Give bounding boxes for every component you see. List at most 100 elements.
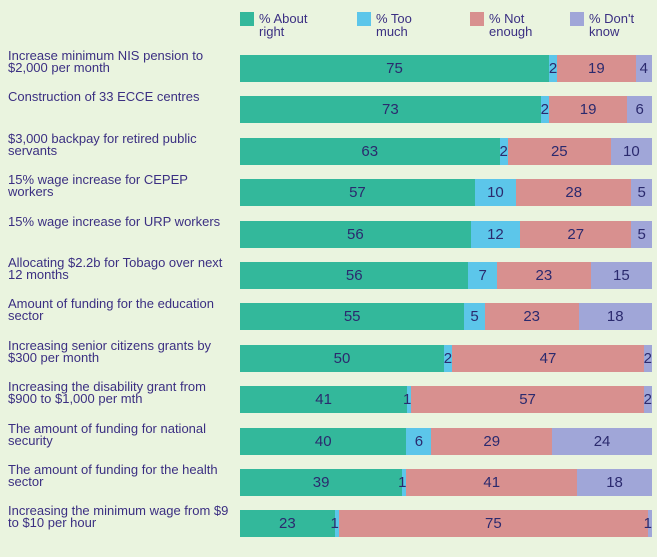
bar-segment — [407, 386, 412, 414]
value-label: 12 — [487, 225, 504, 243]
category-label: Increasing the disability grant from $90… — [8, 379, 206, 407]
legend-label: % Too much — [376, 11, 412, 39]
bar-segment — [452, 344, 644, 372]
value-label: 57 — [349, 184, 366, 202]
bar-segment — [635, 55, 652, 82]
bar-segment — [402, 469, 407, 496]
value-label: 6 — [414, 432, 424, 450]
legend-label: % Don't know — [589, 11, 635, 39]
value-label: 24 — [593, 432, 611, 450]
bar-segment — [468, 262, 497, 289]
bar-segment — [578, 303, 652, 331]
bar-segment — [406, 427, 432, 455]
value-label: 10 — [487, 184, 504, 202]
value-label: 55 — [343, 308, 361, 326]
value-label: 19 — [579, 101, 597, 119]
bar-segment — [540, 96, 549, 124]
value-label: 28 — [565, 184, 583, 202]
bar-segment — [240, 96, 541, 124]
value-label: 57 — [519, 391, 536, 409]
value-label: 23 — [279, 515, 296, 533]
value-label: 23 — [523, 308, 540, 326]
bar-segment — [240, 303, 465, 331]
category-label: Increasing senior citizens grants by $30… — [8, 337, 212, 365]
value-label: 2 — [540, 101, 549, 119]
value-label: 2 — [643, 391, 652, 409]
bar-segment — [499, 137, 508, 165]
legend-swatch — [570, 12, 584, 26]
value-label: 1 — [643, 515, 652, 533]
value-label: 56 — [345, 267, 363, 284]
value-label: 2 — [499, 142, 508, 160]
bar-segment — [647, 510, 652, 538]
category-label: 15% wage increase for CEPEP workers — [8, 172, 188, 200]
legend-swatch — [240, 12, 254, 26]
value-label: 5 — [637, 184, 646, 202]
bar-segment — [240, 469, 403, 496]
value-label: 39 — [312, 474, 330, 491]
category-label: 15% wage increase for URP workers — [8, 213, 221, 229]
bar-segment — [464, 303, 485, 331]
value-label: 2 — [443, 349, 453, 367]
value-label: 73 — [382, 101, 399, 119]
value-label: 41 — [483, 474, 501, 491]
value-label: 18 — [606, 474, 623, 491]
value-label: 75 — [485, 515, 502, 533]
category-label: The amount of funding for national secur… — [8, 420, 207, 448]
value-label: 2 — [548, 60, 558, 77]
bar-segment — [431, 427, 553, 455]
legend-label: % Not enough — [489, 11, 533, 39]
bar-segment — [643, 344, 652, 372]
bar-segment — [520, 220, 632, 248]
value-label: 4 — [639, 60, 648, 77]
bar-segment — [577, 469, 652, 496]
category-label: Amount of funding for the education sect… — [8, 296, 214, 324]
value-label: 10 — [623, 142, 640, 160]
value-label: 1 — [330, 515, 339, 533]
bar-segment — [334, 510, 339, 538]
bar-segment — [411, 386, 644, 414]
bar-segment — [240, 137, 500, 165]
bar-segment — [240, 427, 407, 455]
value-label: 63 — [361, 142, 379, 160]
value-label: 50 — [333, 349, 351, 367]
value-label: 40 — [314, 432, 332, 450]
value-label: 15 — [613, 267, 630, 284]
value-label: 56 — [347, 225, 364, 243]
category-label: The amount of funding for the health sec… — [8, 462, 218, 489]
bar-segment — [338, 510, 648, 538]
bar-segment — [627, 96, 652, 124]
value-label: 5 — [470, 308, 479, 326]
value-label: 41 — [315, 391, 332, 409]
value-label: 47 — [539, 349, 557, 367]
bar-segment — [643, 386, 652, 414]
value-label: 27 — [567, 225, 585, 243]
bar-segment — [516, 179, 632, 207]
bar-segment — [549, 55, 558, 82]
bar-segment — [610, 137, 652, 165]
legend-swatch — [470, 12, 484, 26]
value-label: 23 — [535, 267, 553, 284]
bar-segment — [240, 510, 335, 538]
value-label: 29 — [483, 432, 501, 450]
bar-segment — [240, 262, 469, 289]
value-label: 5 — [637, 225, 646, 243]
bar-segment — [590, 262, 652, 289]
bar-segment — [496, 262, 591, 289]
category-label: Increasing the minimum wage from $9 to $… — [8, 503, 229, 531]
bar-segment — [406, 469, 578, 496]
bar-segment — [552, 427, 652, 455]
bar-segment — [507, 137, 611, 165]
value-label: 2 — [643, 349, 652, 367]
bar-segment — [240, 220, 471, 248]
value-label: 19 — [588, 60, 605, 77]
bar-segment — [240, 386, 408, 414]
legend-label: % About right — [259, 11, 308, 39]
legend-swatch — [357, 12, 371, 26]
value-label: 1 — [402, 391, 412, 409]
bar-segment — [484, 303, 579, 331]
bar-segment — [631, 179, 652, 207]
category-label: $3,000 backpay for retired public servan… — [8, 130, 197, 158]
bar-segment — [557, 55, 636, 82]
